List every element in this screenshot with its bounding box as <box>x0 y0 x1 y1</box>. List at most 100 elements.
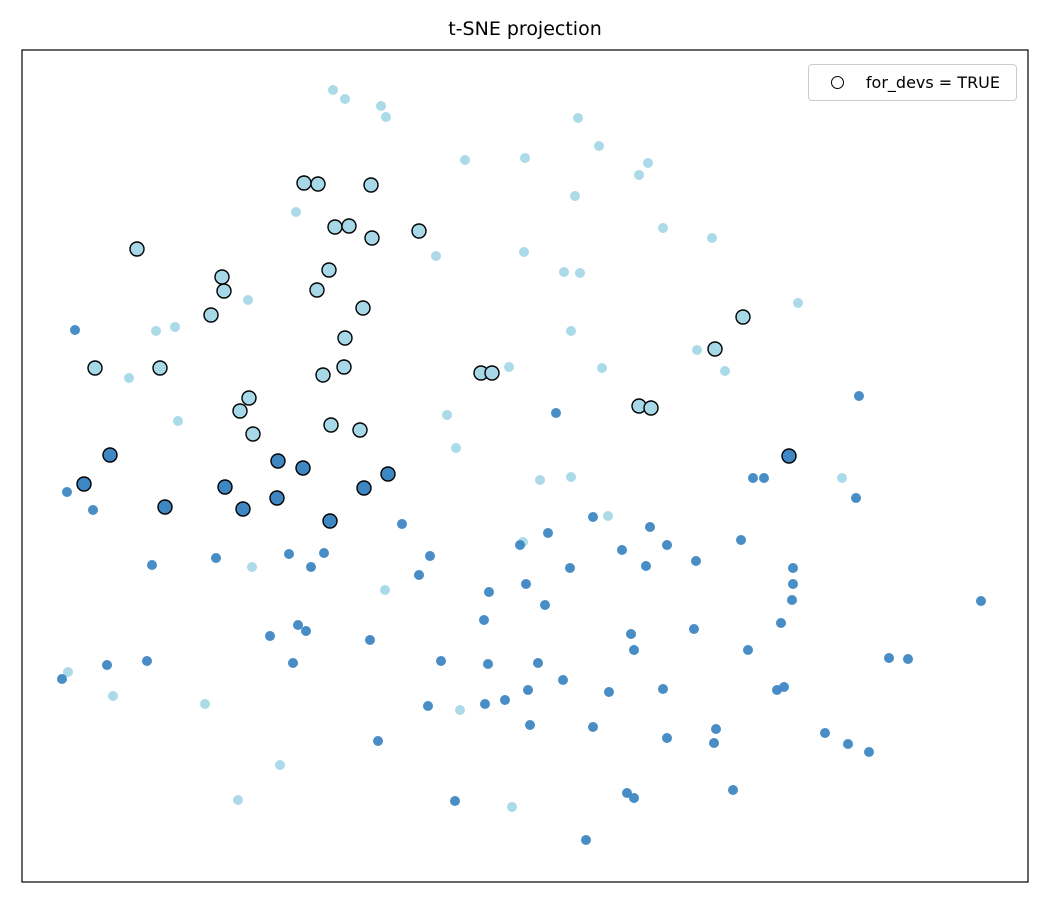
data-point <box>581 835 591 845</box>
data-point <box>588 722 598 732</box>
data-point <box>455 705 465 715</box>
data-point <box>884 653 894 663</box>
data-point <box>306 562 316 572</box>
data-point <box>336 359 352 375</box>
data-point <box>629 645 639 655</box>
data-point <box>588 512 598 522</box>
data-point <box>63 667 73 677</box>
data-point <box>152 360 168 376</box>
data-point <box>559 267 569 277</box>
data-point <box>431 251 441 261</box>
data-point <box>211 553 221 563</box>
data-point <box>523 685 533 695</box>
data-point <box>233 795 243 805</box>
data-point <box>851 493 861 503</box>
data-point <box>102 660 112 670</box>
data-point <box>340 94 350 104</box>
data-point <box>787 595 797 605</box>
data-point <box>284 549 294 559</box>
data-point <box>235 501 251 517</box>
data-point <box>643 158 653 168</box>
data-point <box>397 519 407 529</box>
data-point <box>319 548 329 558</box>
data-point <box>373 736 383 746</box>
data-point <box>309 282 325 298</box>
data-point <box>707 341 723 357</box>
data-point <box>365 635 375 645</box>
data-point <box>521 579 531 589</box>
data-point <box>70 325 80 335</box>
data-point <box>575 268 585 278</box>
data-point <box>356 480 372 496</box>
data-point <box>720 366 730 376</box>
data-point <box>629 793 639 803</box>
data-point <box>450 796 460 806</box>
data-point <box>759 473 769 483</box>
data-point <box>820 728 830 738</box>
data-point <box>265 631 275 641</box>
data-point <box>245 426 261 442</box>
data-point <box>328 85 338 95</box>
data-point <box>573 113 583 123</box>
data-point <box>707 233 717 243</box>
legend: for_devs = TRUE <box>807 64 1017 101</box>
data-point <box>788 579 798 589</box>
data-point <box>363 177 379 193</box>
data-point <box>151 326 161 336</box>
data-point <box>341 218 357 234</box>
data-point <box>364 230 380 246</box>
data-point <box>735 309 751 325</box>
data-point <box>854 391 864 401</box>
data-point <box>232 403 248 419</box>
data-point <box>692 345 702 355</box>
data-point <box>296 175 312 191</box>
data-point <box>87 360 103 376</box>
data-point <box>142 656 152 666</box>
data-point <box>603 511 613 521</box>
data-point <box>380 585 390 595</box>
series-for_devs-true-dark <box>76 447 797 529</box>
data-point <box>217 479 233 495</box>
data-point <box>322 513 338 529</box>
data-point <box>504 362 514 372</box>
data-point <box>451 443 461 453</box>
data-point <box>216 283 232 299</box>
data-point <box>622 788 632 798</box>
data-point <box>315 367 331 383</box>
data-point <box>480 699 490 709</box>
data-point <box>604 687 614 697</box>
data-point <box>355 300 371 316</box>
data-point <box>484 365 500 381</box>
data-point <box>460 155 470 165</box>
data-point <box>736 535 746 545</box>
data-point <box>423 701 433 711</box>
data-point <box>597 363 607 373</box>
legend-label: for_devs = TRUE <box>865 73 1000 92</box>
data-point <box>275 760 285 770</box>
data-point <box>270 453 286 469</box>
data-point <box>903 654 913 664</box>
data-point <box>484 587 494 597</box>
data-point <box>203 307 219 323</box>
data-point <box>864 747 874 757</box>
chart-title: t-SNE projection <box>448 18 602 40</box>
data-point <box>643 400 659 416</box>
data-point <box>837 473 847 483</box>
data-point <box>779 682 789 692</box>
data-point <box>570 191 580 201</box>
data-point <box>295 460 311 476</box>
data-point <box>323 417 339 433</box>
data-point <box>483 659 493 669</box>
data-point <box>788 563 798 573</box>
data-point <box>108 691 118 701</box>
data-point <box>566 472 576 482</box>
data-point <box>781 448 797 464</box>
data-point <box>376 101 386 111</box>
data-point <box>645 522 655 532</box>
data-point <box>793 298 803 308</box>
data-point <box>288 658 298 668</box>
data-point <box>479 615 489 625</box>
data-point <box>500 695 510 705</box>
